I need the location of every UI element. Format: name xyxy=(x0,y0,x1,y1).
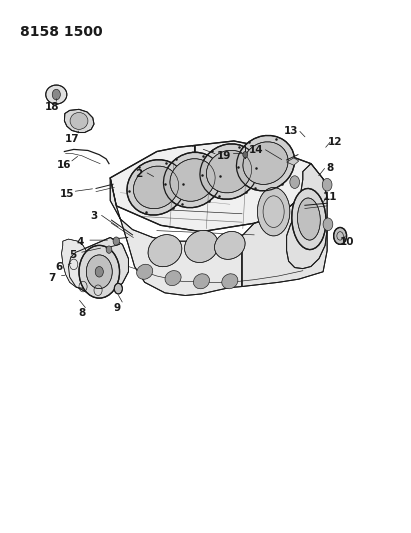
Ellipse shape xyxy=(290,176,300,189)
Ellipse shape xyxy=(215,231,245,260)
Text: 17: 17 xyxy=(65,134,80,144)
Text: 7: 7 xyxy=(48,272,56,282)
Ellipse shape xyxy=(222,274,238,289)
Text: 1: 1 xyxy=(191,146,198,156)
Text: 9: 9 xyxy=(113,303,121,313)
Ellipse shape xyxy=(236,135,295,191)
Ellipse shape xyxy=(79,245,120,298)
Text: 8: 8 xyxy=(327,164,334,173)
Ellipse shape xyxy=(106,246,112,253)
Text: 11: 11 xyxy=(323,192,337,203)
Polygon shape xyxy=(286,164,327,269)
Ellipse shape xyxy=(206,150,252,193)
Ellipse shape xyxy=(243,151,248,158)
Ellipse shape xyxy=(323,218,333,231)
Ellipse shape xyxy=(298,198,320,240)
Text: 5: 5 xyxy=(69,250,76,260)
Text: 8: 8 xyxy=(78,308,85,318)
Text: 16: 16 xyxy=(56,160,71,169)
Ellipse shape xyxy=(95,266,103,277)
Ellipse shape xyxy=(127,160,185,215)
Ellipse shape xyxy=(185,230,218,263)
Text: 19: 19 xyxy=(217,151,231,161)
Ellipse shape xyxy=(70,112,88,130)
Ellipse shape xyxy=(86,255,112,289)
Ellipse shape xyxy=(134,166,179,209)
Ellipse shape xyxy=(194,274,210,289)
Text: 2: 2 xyxy=(135,168,143,179)
Text: 8158 1500: 8158 1500 xyxy=(20,25,102,39)
Text: 10: 10 xyxy=(339,237,354,247)
Ellipse shape xyxy=(52,90,60,100)
Text: 12: 12 xyxy=(328,137,342,147)
Ellipse shape xyxy=(322,179,332,191)
Polygon shape xyxy=(110,178,242,295)
Ellipse shape xyxy=(257,188,290,236)
Text: 18: 18 xyxy=(45,102,60,112)
Ellipse shape xyxy=(170,159,215,201)
Text: 14: 14 xyxy=(249,146,263,156)
Ellipse shape xyxy=(243,142,288,184)
Polygon shape xyxy=(69,238,129,294)
Text: 15: 15 xyxy=(60,189,74,199)
Ellipse shape xyxy=(165,271,181,286)
Ellipse shape xyxy=(113,237,120,245)
Ellipse shape xyxy=(334,228,346,244)
Polygon shape xyxy=(65,109,94,133)
Ellipse shape xyxy=(292,189,326,249)
Polygon shape xyxy=(62,239,99,289)
Ellipse shape xyxy=(136,264,153,279)
Ellipse shape xyxy=(200,144,258,199)
Ellipse shape xyxy=(164,152,222,208)
Ellipse shape xyxy=(46,85,67,104)
Polygon shape xyxy=(286,158,299,165)
Ellipse shape xyxy=(114,284,122,294)
Text: 13: 13 xyxy=(284,126,299,136)
Text: 6: 6 xyxy=(55,262,62,272)
Polygon shape xyxy=(110,141,323,232)
Text: 3: 3 xyxy=(90,211,98,221)
Text: 4: 4 xyxy=(77,237,84,247)
Ellipse shape xyxy=(148,235,182,266)
Polygon shape xyxy=(242,179,327,287)
